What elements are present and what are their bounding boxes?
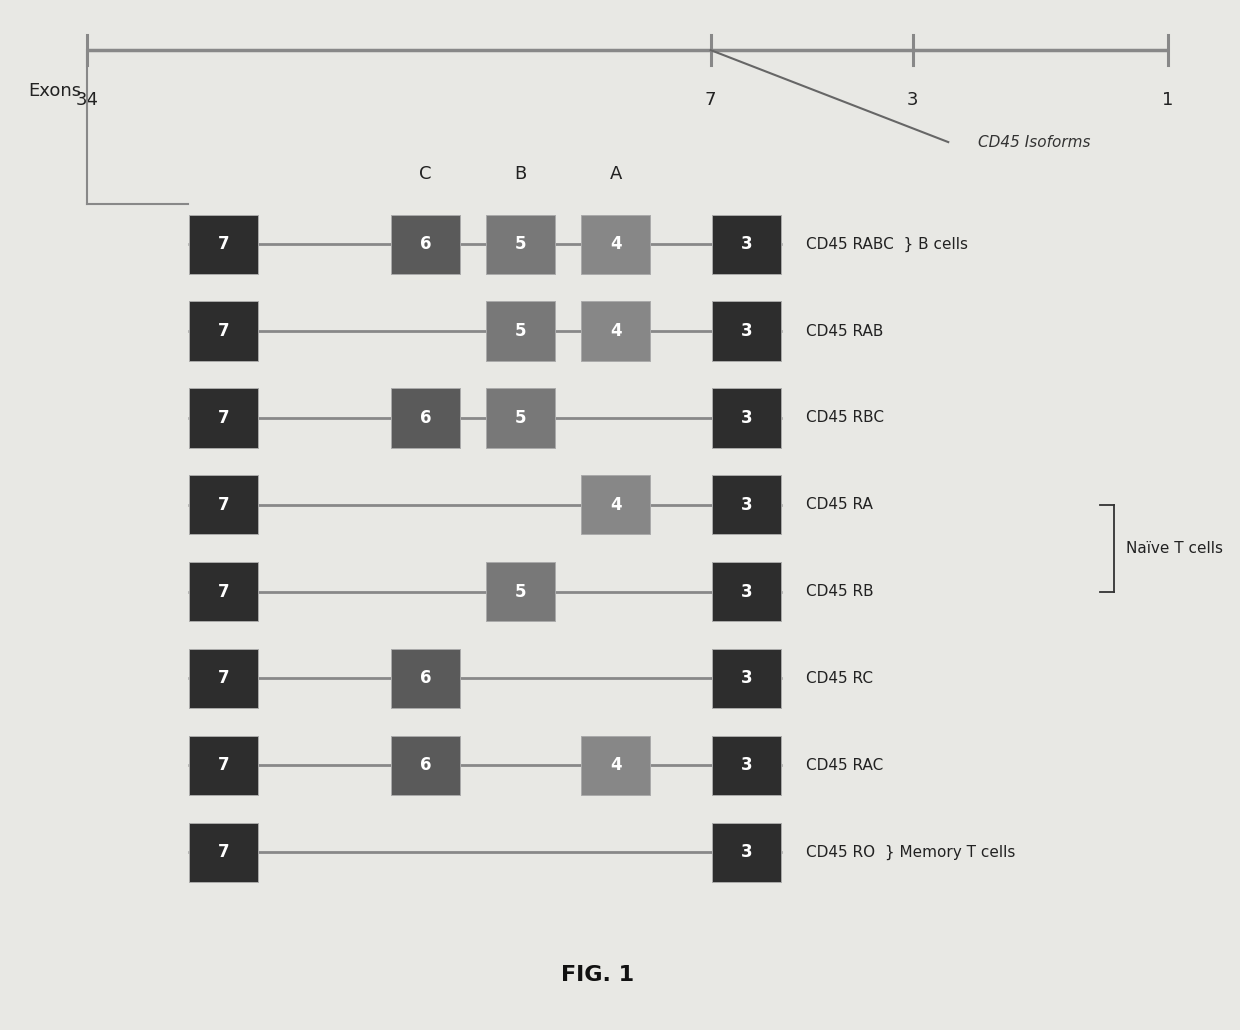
FancyBboxPatch shape	[392, 735, 460, 795]
Text: CD45 RC: CD45 RC	[806, 671, 873, 686]
Text: A: A	[610, 165, 622, 183]
FancyBboxPatch shape	[582, 735, 650, 795]
Text: 3: 3	[740, 495, 753, 514]
Text: 3: 3	[740, 235, 753, 253]
Text: 7: 7	[706, 91, 717, 109]
FancyBboxPatch shape	[712, 823, 781, 882]
Text: CD45 RO  } Memory T cells: CD45 RO } Memory T cells	[806, 845, 1016, 860]
Text: 7: 7	[218, 409, 229, 427]
Text: 7: 7	[218, 495, 229, 514]
Text: 3: 3	[740, 409, 753, 427]
Text: 6: 6	[420, 235, 432, 253]
Text: 3: 3	[740, 583, 753, 600]
Text: Naïve T cells: Naïve T cells	[1126, 541, 1224, 556]
Text: 6: 6	[420, 756, 432, 775]
FancyBboxPatch shape	[486, 562, 556, 621]
Text: 5: 5	[515, 235, 527, 253]
Text: FIG. 1: FIG. 1	[562, 965, 635, 985]
Text: CD45 RABC  } B cells: CD45 RABC } B cells	[806, 237, 967, 252]
Text: 4: 4	[610, 235, 621, 253]
Text: CD45 RB: CD45 RB	[806, 584, 873, 599]
Text: 6: 6	[420, 670, 432, 687]
Text: 7: 7	[218, 322, 229, 340]
FancyBboxPatch shape	[712, 735, 781, 795]
FancyBboxPatch shape	[392, 649, 460, 708]
FancyBboxPatch shape	[190, 214, 258, 274]
Text: 7: 7	[218, 844, 229, 861]
FancyBboxPatch shape	[582, 302, 650, 360]
FancyBboxPatch shape	[712, 562, 781, 621]
FancyBboxPatch shape	[190, 649, 258, 708]
FancyBboxPatch shape	[486, 214, 556, 274]
FancyBboxPatch shape	[190, 302, 258, 360]
Text: CD45 Isoforms: CD45 Isoforms	[978, 135, 1090, 149]
Text: 3: 3	[740, 322, 753, 340]
Text: 3: 3	[740, 844, 753, 861]
FancyBboxPatch shape	[190, 735, 258, 795]
Text: CD45 RAC: CD45 RAC	[806, 758, 883, 772]
FancyBboxPatch shape	[712, 475, 781, 535]
FancyBboxPatch shape	[712, 649, 781, 708]
Text: 34: 34	[76, 91, 99, 109]
FancyBboxPatch shape	[190, 823, 258, 882]
FancyBboxPatch shape	[582, 475, 650, 535]
FancyBboxPatch shape	[582, 214, 650, 274]
Text: CD45 RBC: CD45 RBC	[806, 410, 884, 425]
FancyBboxPatch shape	[190, 475, 258, 535]
Text: 7: 7	[218, 670, 229, 687]
FancyBboxPatch shape	[712, 302, 781, 360]
Text: 3: 3	[740, 756, 753, 775]
Text: 3: 3	[906, 91, 919, 109]
FancyBboxPatch shape	[712, 388, 781, 448]
FancyBboxPatch shape	[190, 562, 258, 621]
Text: 5: 5	[515, 583, 527, 600]
FancyBboxPatch shape	[392, 214, 460, 274]
FancyBboxPatch shape	[392, 388, 460, 448]
Text: 4: 4	[610, 756, 621, 775]
Text: CD45 RAB: CD45 RAB	[806, 323, 883, 339]
Text: 6: 6	[420, 409, 432, 427]
FancyBboxPatch shape	[712, 214, 781, 274]
Text: 5: 5	[515, 409, 527, 427]
Text: 7: 7	[218, 756, 229, 775]
Text: 3: 3	[740, 670, 753, 687]
Text: CD45 RA: CD45 RA	[806, 497, 873, 512]
Text: 4: 4	[610, 322, 621, 340]
Text: 7: 7	[218, 583, 229, 600]
Text: C: C	[419, 165, 432, 183]
FancyBboxPatch shape	[486, 388, 556, 448]
Text: 7: 7	[218, 235, 229, 253]
FancyBboxPatch shape	[486, 302, 556, 360]
Text: Exons: Exons	[29, 82, 81, 100]
Text: 4: 4	[610, 495, 621, 514]
Text: 1: 1	[1162, 91, 1173, 109]
Text: 5: 5	[515, 322, 527, 340]
Text: B: B	[515, 165, 527, 183]
FancyBboxPatch shape	[190, 388, 258, 448]
